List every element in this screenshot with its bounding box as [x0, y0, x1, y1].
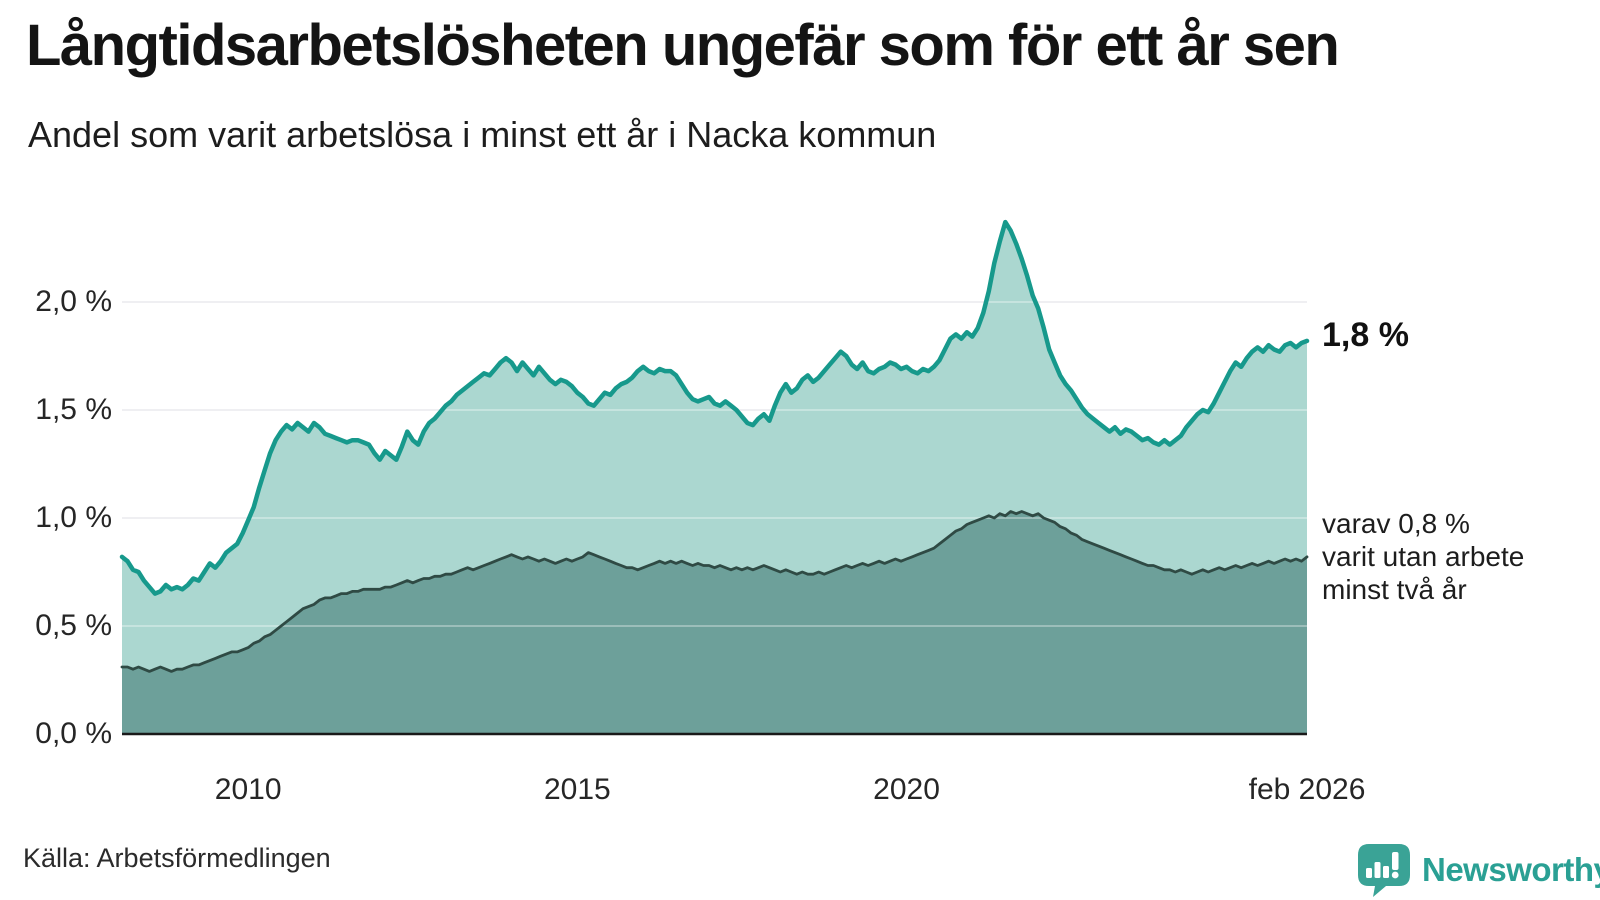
area-fills [122, 222, 1307, 734]
x-tick-label: 2015 [543, 773, 611, 806]
newsworthy-logo-icon [1358, 844, 1410, 897]
subset-line [120, 510, 1309, 673]
x-tick-label: 2020 [873, 773, 940, 806]
source-attribution: Källa: Arbetsförmedlingen [23, 843, 331, 873]
gridline-overlay [122, 301, 1307, 627]
subset-annotation-line-1: varav 0,8 % [1322, 508, 1470, 539]
subset-area-fill [122, 511, 1307, 734]
newsworthy-brand: Newsworthy [1356, 842, 1600, 898]
subset-annotation-line-2: varit utan arbete [1322, 541, 1525, 572]
y-tick-label: 0,5 % [35, 609, 112, 642]
y-tick-label: 2,0 % [35, 285, 112, 318]
total-end-value-label: 1,8 % [1322, 316, 1409, 354]
series-lines [119, 219, 1310, 673]
newsworthy-wordmark: Newsworthy [1422, 851, 1600, 888]
x-tick-label: feb 2026 [1248, 773, 1366, 806]
page-title: Långtidsarbetslösheten ungefär som för e… [26, 13, 1340, 78]
y-tick-label: 0,0 % [35, 717, 112, 750]
subset-annotation: varav 0,8 % varit utan arbete minst två … [1322, 507, 1524, 606]
total-line [119, 219, 1310, 596]
x-tick-label: 2010 [214, 773, 282, 806]
y-tick-label: 1,0 % [35, 501, 112, 534]
chart-subtitle: Andel som varit arbetslösa i minst ett å… [28, 114, 937, 155]
subset-annotation-line-3: minst två år [1322, 574, 1467, 605]
y-tick-label: 1,5 % [35, 393, 112, 426]
